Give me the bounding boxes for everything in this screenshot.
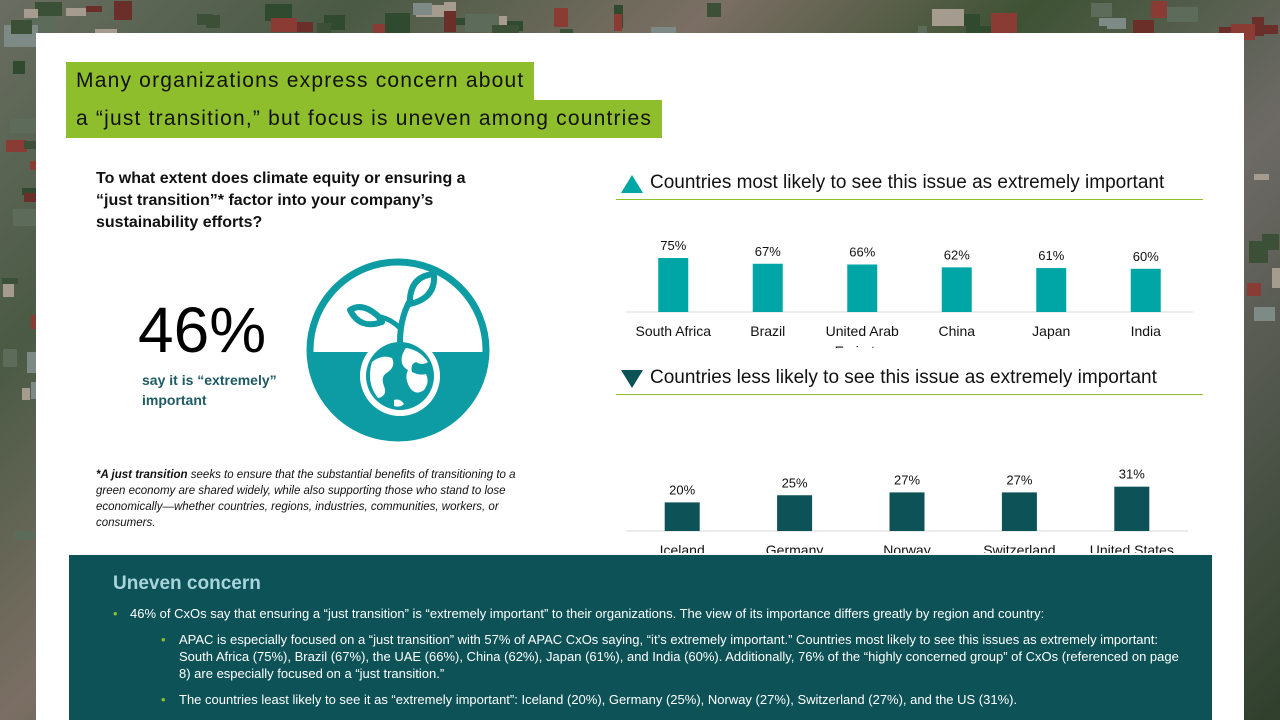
bar-brazil (752, 263, 783, 312)
background-rooftop (65, 8, 87, 16)
data-label: 62% (944, 247, 970, 262)
category-label: India (1131, 323, 1162, 339)
background-rooftop (24, 193, 48, 202)
bottom-chart-title: Countries less likely to see this issue … (650, 367, 1157, 388)
data-label: 66% (849, 244, 875, 259)
background-rooftop (24, 9, 39, 18)
background-rooftop (1099, 17, 1120, 26)
summary-title: Uneven concern (113, 573, 261, 594)
background-rooftop (2, 278, 18, 285)
bar-south-africa (658, 258, 689, 312)
background-rooftop (34, 1, 62, 17)
triangle-up-icon (621, 175, 643, 193)
background-rooftop (373, 23, 385, 33)
data-label: 67% (755, 244, 781, 259)
background-rooftop (2, 348, 17, 368)
category-label: Iceland (660, 542, 705, 553)
top-chart-header: Countries most likely to see this issue … (616, 170, 1203, 200)
background-rooftop (384, 12, 411, 37)
summary-list: 46% of CxOs say that ensuring a “just tr… (113, 605, 1193, 717)
background-rooftop (464, 14, 499, 32)
background-rooftop (13, 531, 39, 540)
headline-stat-caption: say it is “extremely” important (142, 372, 277, 408)
background-rooftop (1253, 306, 1275, 321)
background-rooftop (1254, 173, 1269, 181)
page-title-line-2: a “just transition,” but focus is uneven… (66, 100, 663, 138)
background-rooftop (413, 3, 433, 15)
triangle-down-icon (621, 370, 643, 388)
content-panel: Many organizations express concern about… (36, 33, 1244, 720)
bar-norway (889, 492, 925, 531)
data-label: 61% (1038, 248, 1064, 263)
background-rooftop (1247, 283, 1261, 297)
background-rooftop (13, 60, 25, 74)
bar-india (1130, 268, 1161, 312)
bar-japan (1036, 268, 1067, 312)
globe-seedling-icon (306, 258, 490, 442)
survey-question: To what extent does climate equity or en… (96, 170, 466, 231)
category-label: United ArabEmirates (826, 323, 899, 348)
background-rooftop (113, 1, 133, 20)
data-label: 27% (894, 472, 920, 487)
data-label: 27% (1006, 472, 1032, 487)
data-label: 31% (1119, 467, 1145, 482)
background-rooftop (5, 140, 28, 152)
background-rooftop (706, 3, 721, 18)
page-title-line-1: Many organizations express concern about (66, 62, 535, 100)
data-label: 20% (669, 482, 695, 497)
background-rooftop (86, 5, 103, 13)
summary-sub-bullet: APAC is especially focused on a “just tr… (113, 631, 1193, 682)
background-rooftop (1151, 0, 1168, 18)
background-rooftop (990, 12, 1017, 33)
background-rooftop (1272, 267, 1280, 289)
category-label: Japan (1032, 323, 1070, 339)
category-label: Germany (766, 542, 824, 553)
background-rooftop (197, 14, 214, 25)
top-bar-chart: 75% South Africa 67% Brazil 66% United ArabEm… (626, 238, 1193, 348)
bottom-bar-chart: 20% Iceland 25% Germany 27% Norway 27% Switzerl… (626, 467, 1188, 553)
background-rooftop (444, 9, 457, 33)
headline-stat-value: 46% (138, 294, 267, 366)
background-rooftop (271, 17, 297, 33)
background-rooftop (2, 282, 14, 297)
bar-china (941, 267, 972, 312)
footnote: *A just transition seeks to ensure that … (96, 467, 546, 531)
data-label: 60% (1133, 249, 1159, 264)
footnote-term: *A just transition (96, 469, 188, 481)
background-rooftop (9, 119, 44, 134)
category-label: Switzerland (983, 542, 1055, 553)
category-label: Norway (883, 542, 930, 553)
summary-sub-bullet: The countries least likely to see it as … (113, 691, 1193, 708)
category-label: Brazil (750, 323, 785, 339)
background-rooftop (553, 7, 568, 28)
background-rooftop (1259, 24, 1278, 34)
background-rooftop (1262, 233, 1279, 250)
data-label: 75% (660, 238, 686, 253)
bar-switzerland (1001, 492, 1037, 531)
bar-united-states (1114, 486, 1150, 531)
bar-united-arab-emirates (847, 264, 878, 312)
category-label: China (938, 323, 975, 339)
bar-iceland (664, 502, 700, 531)
background-rooftop (444, 2, 457, 12)
background-rooftop (453, 17, 473, 26)
category-label: United States (1090, 542, 1174, 553)
category-label: South Africa (636, 323, 712, 339)
background-rooftop (292, 21, 313, 33)
background-rooftop (613, 13, 622, 31)
data-label: 25% (782, 475, 808, 490)
background-rooftop (21, 388, 31, 400)
footnote-text: seeks to ensure that the substantial ben… (96, 469, 516, 529)
background-rooftop (265, 4, 293, 21)
summary-box: Uneven concern 46% of CxOs say that ensu… (69, 555, 1212, 720)
background-rooftop (21, 187, 40, 195)
summary-bullet: 46% of CxOs say that ensuring a “just tr… (113, 605, 1193, 622)
background-rooftop (932, 9, 964, 26)
bottom-chart-header: Countries less likely to see this issue … (616, 365, 1203, 395)
background-rooftop (1090, 3, 1112, 17)
top-chart-title: Countries most likely to see this issue … (650, 172, 1165, 193)
bar-germany (777, 495, 813, 531)
background-rooftop (1167, 7, 1199, 22)
background-rooftop (10, 20, 32, 35)
